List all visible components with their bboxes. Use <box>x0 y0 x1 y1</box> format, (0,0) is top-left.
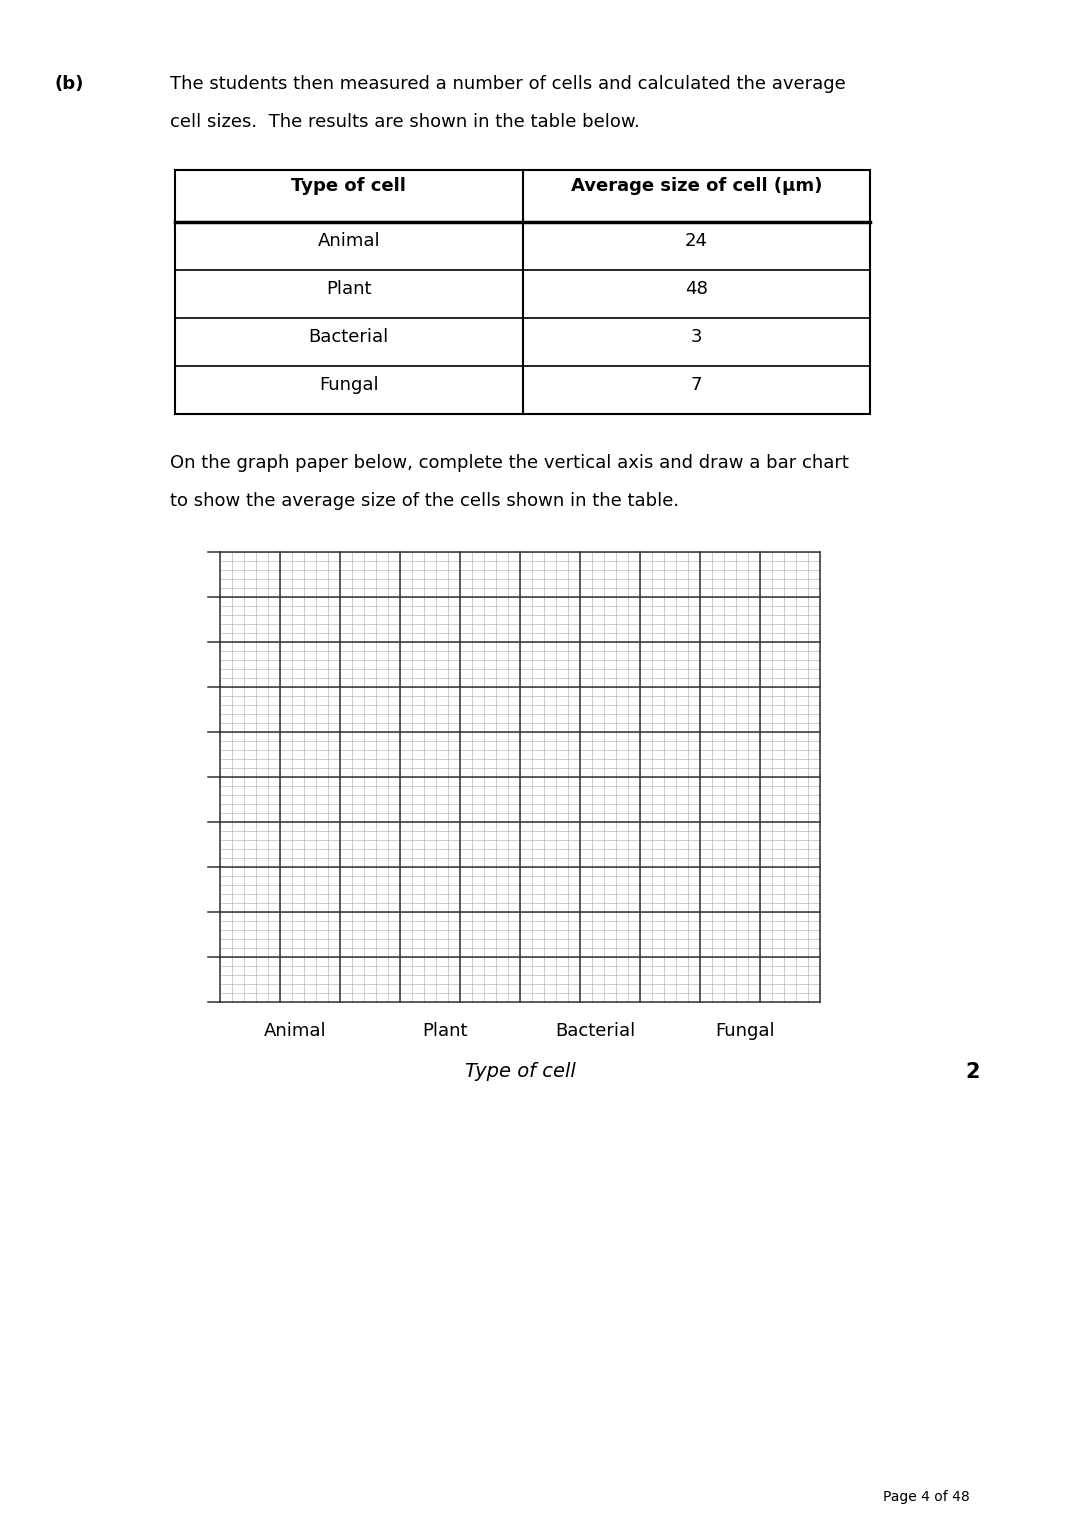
Text: 2: 2 <box>966 1061 980 1083</box>
Text: The students then measured a number of cells and calculated the average: The students then measured a number of c… <box>170 75 846 93</box>
Text: 7: 7 <box>690 376 702 394</box>
Text: 3: 3 <box>690 328 702 347</box>
Text: Fungal: Fungal <box>715 1022 774 1040</box>
Text: Plant: Plant <box>422 1022 468 1040</box>
Text: Page 4 of 48: Page 4 of 48 <box>883 1490 970 1504</box>
Text: Average size of cell (μm): Average size of cell (μm) <box>570 177 822 195</box>
Text: Bacterial: Bacterial <box>555 1022 635 1040</box>
Text: 48: 48 <box>685 279 707 298</box>
Bar <box>175 169 870 414</box>
Text: 24: 24 <box>685 232 707 250</box>
Text: Plant: Plant <box>326 279 372 298</box>
Text: Bacterial: Bacterial <box>309 328 389 347</box>
Text: Animal: Animal <box>318 232 380 250</box>
Text: Fungal: Fungal <box>319 376 379 394</box>
Text: Type of cell: Type of cell <box>464 1061 576 1081</box>
Text: cell sizes.  The results are shown in the table below.: cell sizes. The results are shown in the… <box>170 113 639 131</box>
Text: (b): (b) <box>55 75 84 93</box>
Text: Type of cell: Type of cell <box>292 177 406 195</box>
Text: to show the average size of the cells shown in the table.: to show the average size of the cells sh… <box>170 492 679 510</box>
Text: On the graph paper below, complete the vertical axis and draw a bar chart: On the graph paper below, complete the v… <box>170 454 849 472</box>
Text: Animal: Animal <box>264 1022 326 1040</box>
